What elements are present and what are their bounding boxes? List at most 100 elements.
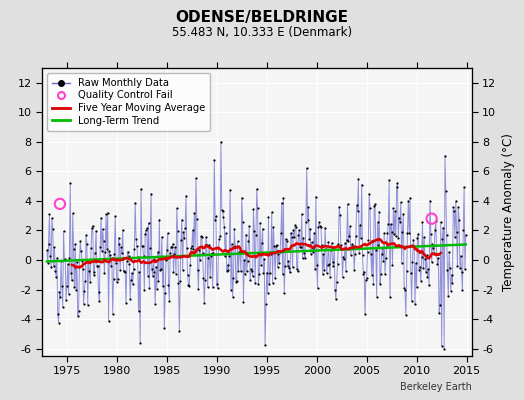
- Point: [383, 244, 391, 250]
- Point: [123, 258, 131, 264]
- Point: [434, 255, 442, 261]
- Point: [120, 268, 128, 274]
- Point: [282, 236, 290, 242]
- Point: [158, 283, 167, 290]
- Point: [450, 208, 458, 214]
- Point: [217, 207, 226, 213]
- Point: [249, 206, 258, 212]
- Point: [51, 268, 59, 274]
- Y-axis label: Temperature Anomaly (°C): Temperature Anomaly (°C): [501, 133, 515, 291]
- Point: [184, 282, 193, 289]
- Point: [383, 230, 391, 236]
- Point: [247, 267, 256, 274]
- Point: [104, 318, 113, 324]
- Point: [224, 267, 233, 274]
- Point: [226, 186, 234, 193]
- Point: [270, 242, 278, 249]
- Point: [337, 246, 346, 252]
- Point: [214, 245, 223, 252]
- Point: [138, 243, 146, 249]
- Point: [379, 257, 388, 264]
- Point: [258, 226, 267, 232]
- Point: [136, 340, 145, 346]
- Point: [329, 259, 337, 266]
- Point: [457, 269, 466, 275]
- Point: [431, 227, 439, 234]
- Point: [443, 266, 452, 273]
- Point: [269, 224, 278, 230]
- Point: [58, 283, 66, 290]
- Point: [435, 310, 443, 316]
- Point: [244, 258, 252, 264]
- Point: [408, 298, 416, 304]
- Point: [343, 201, 352, 207]
- Point: [152, 264, 160, 270]
- Point: [250, 228, 258, 234]
- Point: [394, 235, 402, 241]
- Point: [190, 210, 199, 216]
- Point: [91, 250, 100, 256]
- Point: [346, 223, 354, 230]
- Point: [48, 215, 56, 222]
- Point: [303, 217, 312, 224]
- Point: [420, 234, 428, 241]
- Point: [268, 209, 276, 216]
- Point: [227, 240, 236, 247]
- Point: [183, 244, 191, 251]
- Point: [366, 205, 374, 211]
- Point: [88, 224, 96, 231]
- Point: [324, 239, 333, 245]
- Point: [285, 265, 293, 271]
- Point: [127, 277, 135, 283]
- Point: [418, 254, 426, 260]
- Point: [219, 214, 227, 220]
- Point: [367, 251, 375, 258]
- Point: [212, 213, 220, 220]
- Point: [272, 242, 281, 248]
- Point: [252, 232, 260, 238]
- Point: [166, 250, 174, 256]
- Point: [329, 263, 337, 270]
- Point: [367, 272, 376, 278]
- Point: [114, 276, 122, 282]
- Point: [100, 238, 108, 245]
- Point: [106, 251, 114, 258]
- Point: [456, 252, 465, 259]
- Point: [289, 227, 298, 233]
- Point: [180, 235, 189, 242]
- Point: [189, 246, 198, 252]
- Point: [454, 204, 463, 210]
- Point: [60, 256, 69, 263]
- Point: [157, 266, 165, 272]
- Point: [105, 248, 114, 254]
- Point: [194, 286, 203, 292]
- Point: [223, 262, 232, 268]
- Point: [421, 256, 429, 262]
- Point: [442, 188, 450, 195]
- Point: [428, 241, 436, 247]
- Point: [449, 204, 457, 210]
- Point: [409, 236, 418, 243]
- Point: [215, 235, 223, 242]
- Point: [248, 273, 257, 279]
- Point: [426, 198, 434, 204]
- Point: [54, 320, 63, 326]
- Point: [146, 245, 155, 252]
- Point: [350, 267, 358, 273]
- Point: [133, 243, 141, 249]
- Point: [241, 270, 249, 277]
- Point: [154, 248, 162, 255]
- Point: [238, 219, 247, 225]
- Point: [410, 242, 418, 249]
- Point: [78, 258, 86, 264]
- Point: [432, 217, 440, 224]
- Point: [453, 262, 462, 269]
- Point: [63, 261, 72, 267]
- Point: [202, 234, 210, 240]
- Point: [440, 346, 449, 352]
- Point: [274, 251, 282, 257]
- Point: [300, 250, 309, 256]
- Point: [309, 245, 318, 252]
- Point: [308, 239, 316, 246]
- Point: [368, 238, 377, 244]
